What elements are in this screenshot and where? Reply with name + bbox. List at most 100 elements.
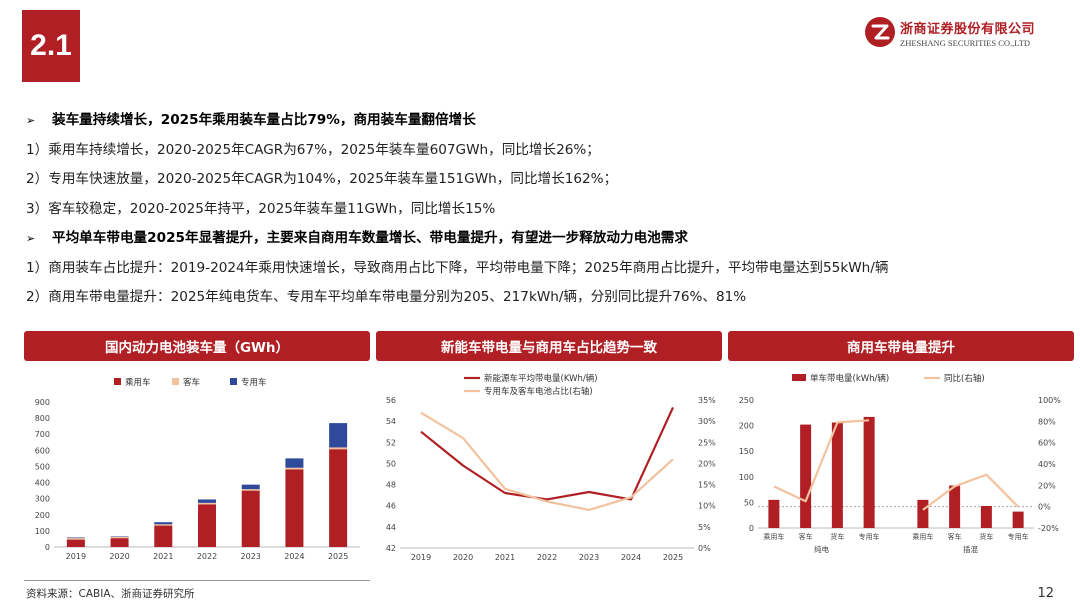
y-right-tick-label: 5% xyxy=(698,523,711,532)
y-right-tick-label: 25% xyxy=(698,438,716,447)
y-right-tick-label: 100% xyxy=(1038,396,1061,405)
series-line xyxy=(420,411,674,511)
chart-commercial-battery: 0 50 100 150 200 250 -20% 0% 20% 40% 60% 80% 100% 乘用车… xyxy=(728,364,1074,564)
legend-label: 专用车及客车电池占比(右轴) xyxy=(484,386,593,397)
bullet-heading-1: ➢ 装车量持续增长，2025年乘用装车量占比79%，商用装车量翻倍增长 xyxy=(26,106,1066,136)
bullet-heading-1-text: 装车量持续增长，2025年乘用装车量占比79%，商用装车量翻倍增长 xyxy=(52,112,476,128)
group-label: 插混 xyxy=(963,544,978,554)
x-tick-label: 2025 xyxy=(663,553,683,562)
y-right-tick-label: 20% xyxy=(1038,481,1056,490)
bar-segment xyxy=(198,502,216,505)
x-tick-label: 2020 xyxy=(109,552,129,561)
y-left-tick-label: 100 xyxy=(739,473,754,482)
x-tick-label: 2024 xyxy=(621,553,641,562)
bullet-line-2: 2）专用车快速放量，2020-2025年CAGR为104%，2025年装车量15… xyxy=(26,171,618,187)
y-left-tick-label: 200 xyxy=(739,422,754,431)
bullet-list: ➢ 装车量持续增长，2025年乘用装车量占比79%，商用装车量翻倍增长 1）乘用车… xyxy=(26,106,1066,313)
bar-segment xyxy=(241,490,260,547)
y-left-tick-label: 52 xyxy=(386,438,396,447)
y-tick-label: 600 xyxy=(35,446,50,455)
y-right-tick-label: 10% xyxy=(698,502,716,511)
x-tick-label: 专用车 xyxy=(1008,532,1029,541)
bar xyxy=(917,499,929,528)
company-logo-icon xyxy=(865,17,895,47)
y-tick-label: 500 xyxy=(35,462,50,471)
x-tick-label: 2025 xyxy=(328,552,348,561)
legend-swatch xyxy=(114,378,121,385)
y-left-tick-label: 0 xyxy=(749,524,754,533)
legend-label: 专用车 xyxy=(241,377,267,388)
y-right-tick-label: 0% xyxy=(698,544,711,553)
bar-segment xyxy=(329,449,348,547)
x-tick-label: 2024 xyxy=(284,552,304,561)
series-line xyxy=(420,406,675,501)
y-right-tick-label: 60% xyxy=(1038,439,1056,448)
y-right-tick-label: 20% xyxy=(698,459,716,468)
legend-label: 客车 xyxy=(183,377,200,388)
y-right-tick-label: 80% xyxy=(1038,417,1056,426)
bar-segment xyxy=(198,499,216,503)
y-right-tick-label: 0% xyxy=(1038,503,1051,512)
y-left-tick-label: 44 xyxy=(386,523,396,532)
footer-divider xyxy=(24,580,370,581)
bullet-heading-2: ➢ 平均单车带电量2025年显著提升，主要来自商用车数量增长、带电量提升，有望进一… xyxy=(26,224,1066,254)
chart-installed-volume: 0 100 200 300 400 500 600 700 800 900 2019 2020 2021… xyxy=(24,364,370,564)
x-tick-label: 客车 xyxy=(948,532,962,541)
group-label: 纯电 xyxy=(814,544,829,554)
bar xyxy=(831,422,843,528)
y-tick-label: 100 xyxy=(35,527,50,536)
yoy-line xyxy=(922,473,1019,511)
company-name-en: ZHESHANG SECURITIES CO.,LTD xyxy=(900,38,1031,48)
bar-segment xyxy=(154,525,173,547)
bar-segment xyxy=(110,538,129,547)
x-tick-label: 专用车 xyxy=(859,532,880,541)
legend-label: 同比(右轴) xyxy=(944,373,985,384)
bar xyxy=(768,499,780,528)
x-tick-label: 货车 xyxy=(830,532,844,541)
chart-battery-trend-svg: 42 44 46 48 50 52 54 56 0% 5% 10% 15% 20% 25% 30% 35% 20… xyxy=(386,373,716,562)
y-tick-label: 800 xyxy=(35,414,50,423)
legend-label: 乘用车 xyxy=(125,377,151,388)
y-tick-label: 900 xyxy=(35,398,50,407)
legend-label: 单车带电量(kWh/辆) xyxy=(810,373,889,384)
x-tick-label: 2023 xyxy=(241,552,261,561)
y-left-tick-label: 42 xyxy=(386,544,396,553)
legend-swatch xyxy=(172,378,179,385)
company-name-cn: 浙商证券股份有限公司 xyxy=(900,22,1036,37)
bar-segment xyxy=(329,423,348,448)
y-left-tick-label: 56 xyxy=(386,396,396,405)
panel-title-battery-trend: 新能车带电量与商用车占比趋势一致 xyxy=(376,331,722,361)
x-tick-label: 乘用车 xyxy=(763,532,784,541)
bullet-line-1: 1）乘用车持续增长，2020-2025年CAGR为67%，2025年装车量607… xyxy=(26,141,600,158)
y-left-tick-label: 54 xyxy=(386,417,396,426)
y-right-tick-label: 35% xyxy=(698,396,716,405)
bar-segment xyxy=(241,484,260,490)
y-tick-label: 0 xyxy=(45,543,50,552)
x-tick-label: 2023 xyxy=(579,553,599,562)
y-tick-label: 400 xyxy=(35,479,50,488)
x-tick-label: 乘用车 xyxy=(912,532,933,541)
bar xyxy=(1012,511,1024,528)
x-tick-label: 2022 xyxy=(537,553,557,562)
arrow-bullet-icon: ➢ xyxy=(26,114,36,127)
bar-segment xyxy=(285,469,304,547)
bar-segment xyxy=(66,537,85,539)
company-logo: 浙商证券股份有限公司 ZHESHANG SECURITIES CO.,LTD xyxy=(864,14,1060,54)
x-tick-label: 2022 xyxy=(197,552,217,561)
yoy-line xyxy=(773,419,870,503)
bar-segment xyxy=(66,538,85,540)
legend-label: 新能源车平均带电量(KWh/辆) xyxy=(484,373,598,384)
bullet-line-3: 3）客车较稳定，2020-2025年持平，2025年装车量11GWh，同比增长1… xyxy=(26,200,496,217)
chart-battery-trend: 42 44 46 48 50 52 54 56 0% 5% 10% 15% 20% 25% 30% 35% 20… xyxy=(376,364,722,564)
bar-segment xyxy=(154,524,173,526)
y-right-tick-label: -20% xyxy=(1038,524,1059,533)
y-left-tick-label: 48 xyxy=(386,481,396,490)
bar-segment xyxy=(110,536,129,539)
page-number: 12 xyxy=(1037,586,1054,601)
bar-segment xyxy=(66,539,85,547)
bullet-heading-2-text: 平均单车带电量2025年显著提升，主要来自商用车数量增长、带电量提升，有望进一步… xyxy=(52,230,688,246)
y-right-tick-label: 30% xyxy=(698,417,716,426)
arrow-bullet-icon: ➢ xyxy=(26,232,36,245)
x-tick-label: 2020 xyxy=(453,553,473,562)
chart-commercial-battery-svg: 0 50 100 150 200 250 -20% 0% 20% 40% 60% 80% 100% 乘用车… xyxy=(739,373,1062,554)
